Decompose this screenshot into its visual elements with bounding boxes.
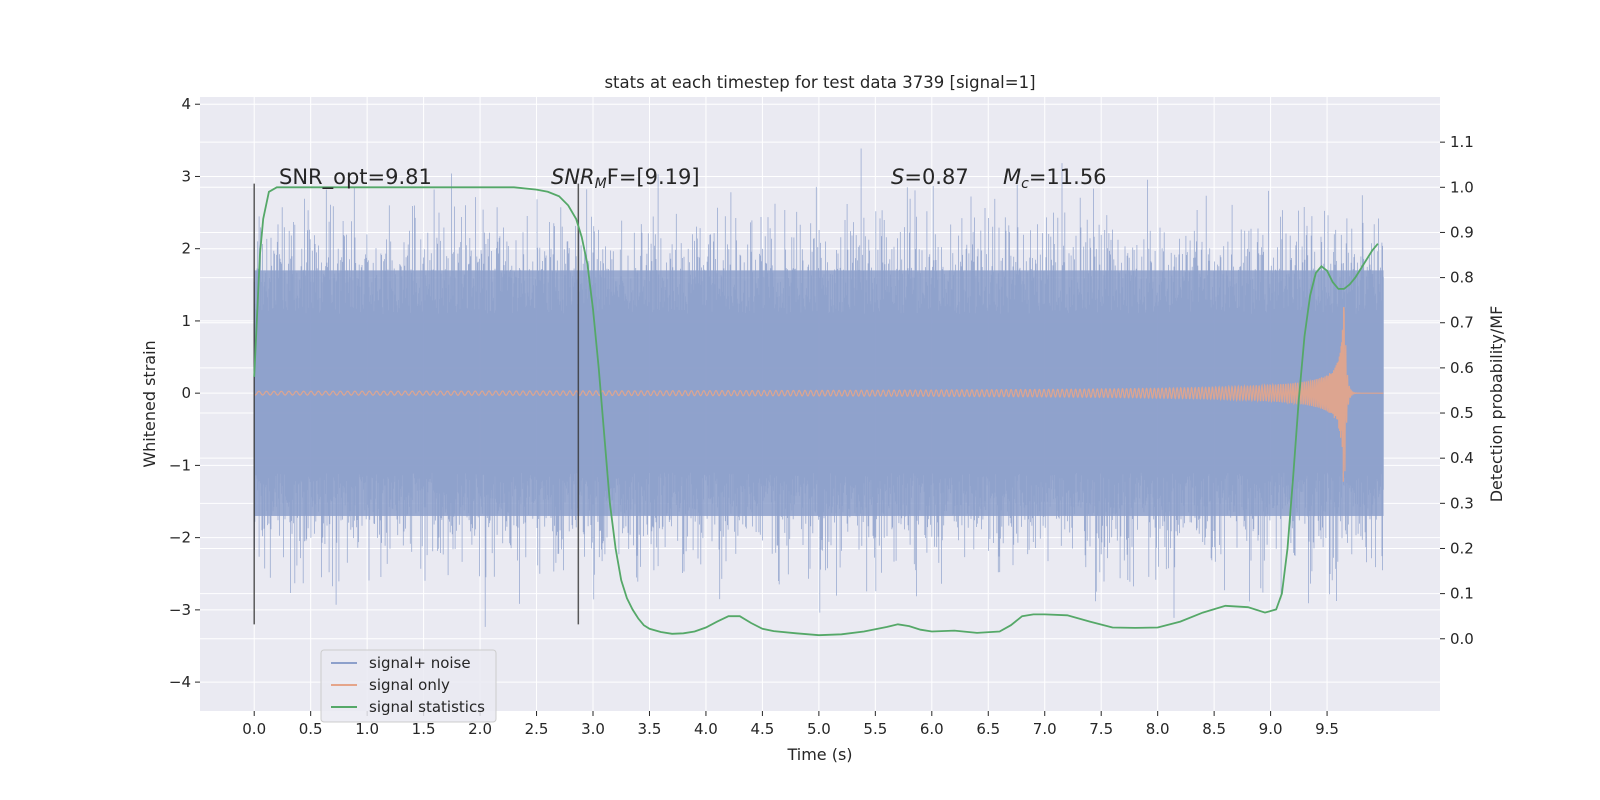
snr-mf-annotation: SNRMF=[9.19] <box>551 165 700 192</box>
signal-statistics-series <box>253 186 1379 637</box>
y2-axis-label: Detection probability/MF <box>1487 306 1506 503</box>
y-tick-label: −3 <box>169 601 191 619</box>
x-tick-label: 7.5 <box>1089 720 1113 738</box>
snr-mf-tail: F=[9.19] <box>607 165 700 189</box>
x-tick-label: 2.5 <box>525 720 549 738</box>
y2-tick-label: 0.2 <box>1450 539 1474 557</box>
y2-tick-label: 0.6 <box>1450 359 1474 377</box>
y2-tick-label: 0.1 <box>1450 585 1474 603</box>
legend-label-stat: signal statistics <box>369 698 485 716</box>
x-tick-label: 4.5 <box>750 720 774 738</box>
x-tick-label: 3.0 <box>581 720 605 738</box>
y-tick-label: 4 <box>181 95 191 113</box>
y2-tick-label: 1.1 <box>1450 133 1474 151</box>
mc-tail: =11.56 <box>1029 165 1107 189</box>
signal-only-series <box>253 307 1384 482</box>
snr-opt-annotation: SNR_opt=9.81 <box>279 165 432 190</box>
y2-tick-label: 1.0 <box>1450 178 1474 196</box>
y2-tick-label: 0.3 <box>1450 494 1474 512</box>
signal-trace <box>253 307 1384 482</box>
mc-annotation: Mc=11.56 <box>1003 165 1107 192</box>
chart-title: stats at each timestep for test data 373… <box>604 73 1035 92</box>
x-tick-label: 9.5 <box>1315 720 1339 738</box>
x-tick-label: 0.0 <box>242 720 266 738</box>
x-tick-label: 5.0 <box>807 720 831 738</box>
x-tick-label: 8.0 <box>1146 720 1170 738</box>
y-tick-label: −4 <box>169 673 191 691</box>
x-tick-label: 1.0 <box>355 720 379 738</box>
y-axis-label: Whitened strain <box>140 340 159 467</box>
y-tick-label: −1 <box>169 456 191 474</box>
mc-sub: c <box>1021 176 1029 192</box>
y-tick-label: 0 <box>181 384 191 402</box>
vertical-markers <box>253 183 580 625</box>
y2-tick-label: 0.0 <box>1450 630 1474 648</box>
y2-tick-label: 0.8 <box>1450 269 1474 287</box>
x-tick-label: 8.5 <box>1202 720 1226 738</box>
x-tick-label: 4.0 <box>694 720 718 738</box>
x-tick-label: 6.0 <box>920 720 944 738</box>
y-tick-label: 3 <box>181 167 191 185</box>
x-axis-ticks: 0.0 0.5 1.0 1.5 2.0 2.5 3.0 3.5 4.0 4.5 5.0 5.5 6.0 6… <box>242 711 1339 738</box>
legend: signal+ noise signal only signal statist… <box>320 649 497 723</box>
y2-tick-label: 0.4 <box>1450 449 1474 467</box>
x-tick-label: 5.5 <box>863 720 887 738</box>
y-tick-label: 1 <box>181 312 191 330</box>
mc-base: M <box>1003 165 1021 189</box>
legend-label-signal: signal only <box>369 676 450 694</box>
y2-tick-label: 0.5 <box>1450 404 1474 422</box>
x-tick-label: 0.5 <box>299 720 323 738</box>
legend-box <box>320 649 497 723</box>
y-tick-label: 2 <box>181 240 191 258</box>
y2-axis-ticks: 0.0 0.1 0.2 0.3 0.4 0.5 0.6 0.7 0.8 0.9 1.0 1.1 <box>1440 133 1474 648</box>
x-tick-label: 1.5 <box>412 720 436 738</box>
x-tick-label: 3.5 <box>638 720 662 738</box>
y2-tick-label: 0.9 <box>1450 223 1474 241</box>
x-tick-label: 7.0 <box>1033 720 1057 738</box>
x-axis-label: Time (s) <box>786 745 852 764</box>
x-tick-label: 9.0 <box>1259 720 1283 738</box>
snr-mf-base: SNR <box>551 165 595 189</box>
s-base: S <box>891 165 904 189</box>
legend-label-noise: signal+ noise <box>369 654 471 672</box>
snr-mf-sub: M <box>595 176 607 192</box>
s-annotation: S=0.87 <box>891 165 969 189</box>
s-tail: =0.87 <box>904 165 968 189</box>
y-tick-label: −2 <box>169 529 191 547</box>
x-tick-label: 2.0 <box>468 720 492 738</box>
stat-line <box>253 186 1379 637</box>
x-tick-label: 6.5 <box>976 720 1000 738</box>
y-axis-ticks: −4 −3 −2 −1 0 1 2 3 4 <box>169 95 200 691</box>
y2-tick-label: 0.7 <box>1450 314 1474 332</box>
